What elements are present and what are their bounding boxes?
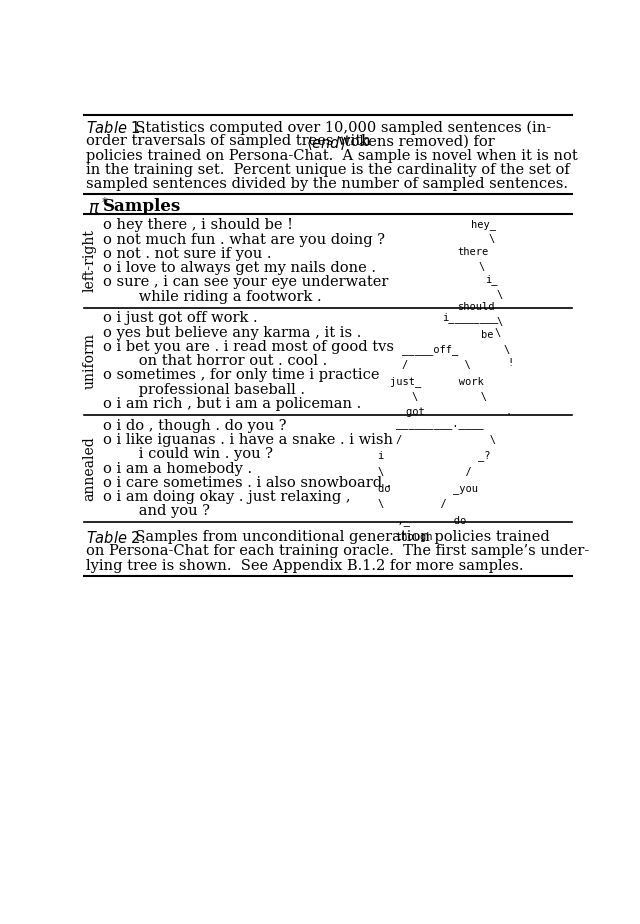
Text: hey_: hey_ — [472, 219, 497, 230]
Text: \: \ — [504, 345, 510, 355]
Text: got             .: got . — [406, 407, 513, 417]
Text: \: \ — [495, 328, 501, 338]
Text: just_      work: just_ work — [390, 376, 484, 386]
Text: o i bet you are . i read most of good tvs: o i bet you are . i read most of good tv… — [103, 340, 394, 354]
Text: o i am a homebody .: o i am a homebody . — [103, 462, 252, 476]
Text: there: there — [458, 247, 489, 257]
Text: be: be — [481, 330, 493, 340]
Text: Samples: Samples — [103, 198, 182, 214]
Text: !: ! — [508, 358, 514, 368]
Text: annealed: annealed — [83, 436, 96, 501]
Text: o i like iguanas . i have a snake . i wish: o i like iguanas . i have a snake . i wi… — [103, 433, 393, 447]
Text: ,_       do: ,_ do — [385, 516, 467, 527]
Text: on Persona-Chat for each training oracle.  The first sample’s under-: on Persona-Chat for each training oracle… — [86, 544, 589, 558]
Text: i_: i_ — [485, 274, 498, 286]
Text: order traversals of sampled trees with: order traversals of sampled trees with — [86, 134, 376, 149]
Text: professional baseball .: professional baseball . — [111, 383, 305, 396]
Text: o i care sometimes . i also snowboard .: o i care sometimes . i also snowboard . — [103, 476, 392, 490]
Text: $\it{Table\ 1.}$: $\it{Table\ 1.}$ — [86, 120, 146, 136]
Text: o sure , i can see your eye underwater: o sure , i can see your eye underwater — [103, 275, 388, 289]
Text: _________.____: _________.____ — [396, 419, 483, 430]
Text: o i am doing okay . just relaxing ,: o i am doing okay . just relaxing , — [103, 490, 351, 505]
Text: policies trained on Persona-Chat.  A sample is novel when it is not: policies trained on Persona-Chat. A samp… — [86, 149, 578, 163]
Text: though: though — [396, 531, 433, 541]
Text: o not . not sure if you .: o not . not sure if you . — [103, 247, 272, 261]
Text: o yes but believe any karma , it is .: o yes but believe any karma , it is . — [103, 326, 362, 340]
Text: \: \ — [497, 317, 503, 327]
Text: \          \: \ \ — [412, 392, 487, 402]
Text: _____off_: _____off_ — [402, 345, 458, 356]
Text: in the training set.  Percent unique is the cardinality of the set of: in the training set. Percent unique is t… — [86, 163, 570, 176]
Text: \: \ — [489, 234, 495, 244]
Text: o sometimes , for only time i practice: o sometimes , for only time i practice — [103, 369, 380, 383]
Text: /         \: / \ — [402, 359, 470, 370]
Text: $\pi^*$: $\pi^*$ — [88, 198, 108, 218]
Text: /              \: / \ — [396, 434, 496, 444]
Text: o not much fun . what are you doing ?: o not much fun . what are you doing ? — [103, 233, 385, 247]
Text: tokens removed) for: tokens removed) for — [340, 134, 494, 149]
Text: $\it{Table\ 2.}$: $\it{Table\ 2.}$ — [86, 530, 146, 546]
Text: o i just got off work .: o i just got off work . — [103, 311, 258, 325]
Text: o hey there , i should be !: o hey there , i should be ! — [103, 218, 293, 232]
Text: do          _you: do _you — [378, 483, 478, 494]
Text: while riding a footwork .: while riding a footwork . — [111, 289, 322, 303]
Text: lying tree is shown.  See Appendix B.1.2 for more samples.: lying tree is shown. See Appendix B.1.2 … — [86, 559, 524, 573]
Text: and you ?: and you ? — [111, 505, 210, 518]
Text: \: \ — [497, 289, 503, 299]
Text: i________: i________ — [442, 312, 499, 323]
Text: Samples from unconditional generation policies trained: Samples from unconditional generation po… — [127, 530, 550, 544]
Text: uniform: uniform — [83, 334, 96, 389]
Text: o i do , though . do you ?: o i do , though . do you ? — [103, 419, 287, 432]
Text: \             /: \ / — [378, 467, 472, 477]
Text: $\langle\it{end}\rangle$: $\langle\it{end}\rangle$ — [305, 134, 345, 152]
Text: i could win . you ?: i could win . you ? — [111, 447, 273, 461]
Text: \         /: \ / — [378, 499, 447, 509]
Text: should: should — [458, 302, 495, 312]
Text: Statistics computed over 10,000 sampled sentences (in-: Statistics computed over 10,000 sampled … — [127, 120, 552, 135]
Text: \: \ — [478, 261, 484, 272]
Text: on that horror out . cool .: on that horror out . cool . — [111, 354, 327, 368]
Text: o i am rich , but i am a policeman .: o i am rich , but i am a policeman . — [103, 397, 362, 411]
Text: sampled sentences divided by the number of sampled sentences.: sampled sentences divided by the number … — [86, 177, 568, 191]
Text: o i love to always get my nails done .: o i love to always get my nails done . — [103, 261, 376, 275]
Text: left-right: left-right — [83, 229, 96, 293]
Text: i               _?: i _? — [378, 450, 491, 460]
